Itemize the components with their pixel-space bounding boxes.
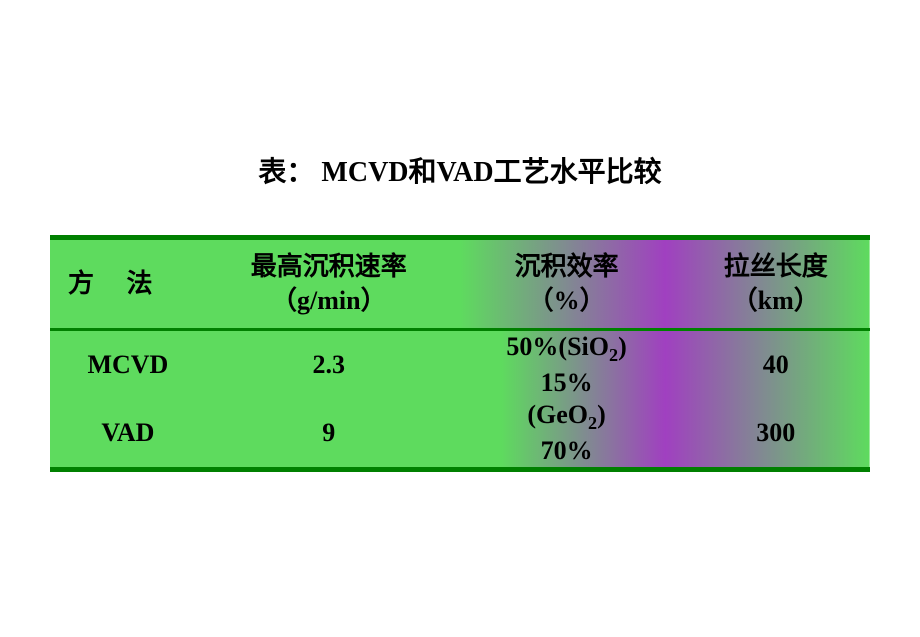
col-header-len-label: 拉丝长度 bbox=[724, 252, 828, 281]
eff1-mat-a: (GeO bbox=[527, 400, 588, 429]
col-header-rate-unit: （g/min） bbox=[271, 286, 387, 315]
col-header-method-label: 方 法 bbox=[68, 269, 166, 298]
eff0-mat-a: (SiO bbox=[558, 332, 609, 361]
eff0-close-a: ) bbox=[618, 332, 627, 361]
cell-len-0: 40 bbox=[681, 329, 870, 399]
cell-len-1: 300 bbox=[681, 399, 870, 469]
col-header-eff-unit: （%） bbox=[528, 286, 606, 315]
eff1-sub-a: 2 bbox=[588, 413, 597, 433]
table-container: 方 法 最高沉积速率 （g/min） 沉积效率 （%） 拉丝长度 （km） MC… bbox=[50, 235, 870, 472]
title-text: MCVD和VAD工艺水平比较 bbox=[314, 157, 661, 188]
cell-eff-0: 50%(SiO2) 15% bbox=[452, 329, 682, 399]
eff0-pct-a: 50% bbox=[506, 332, 558, 361]
col-header-method: 方 法 bbox=[50, 238, 206, 330]
cell-rate-0: 2.3 bbox=[206, 329, 452, 399]
eff0-pct-b: 15% bbox=[541, 368, 593, 397]
table-row: VAD 9 (GeO2) 70% 300 bbox=[50, 399, 870, 469]
table-row: MCVD 2.3 50%(SiO2) 15% 40 bbox=[50, 329, 870, 399]
eff1-close-a: ) bbox=[597, 400, 606, 429]
cell-method-0: MCVD bbox=[50, 329, 206, 399]
col-header-rate: 最高沉积速率 （g/min） bbox=[206, 238, 452, 330]
cell-rate-1: 9 bbox=[206, 399, 452, 469]
col-header-eff-label: 沉积效率 bbox=[515, 252, 619, 281]
eff0-sub-a: 2 bbox=[609, 345, 618, 365]
table-header-row: 方 法 最高沉积速率 （g/min） 沉积效率 （%） 拉丝长度 （km） bbox=[50, 238, 870, 330]
eff1-pct-b: 70% bbox=[541, 436, 593, 465]
cell-method-1: VAD bbox=[50, 399, 206, 469]
col-header-rate-label: 最高沉积速率 bbox=[251, 252, 407, 281]
col-header-len-unit: （km） bbox=[732, 286, 820, 315]
col-header-efficiency: 沉积效率 （%） bbox=[452, 238, 682, 330]
col-header-length: 拉丝长度 （km） bbox=[681, 238, 870, 330]
cell-eff-1: (GeO2) 70% bbox=[452, 399, 682, 469]
table-title: 表： MCVD和VAD工艺水平比较 bbox=[258, 150, 661, 190]
title-prefix: 表： bbox=[258, 157, 314, 188]
comparison-table: 方 法 最高沉积速率 （g/min） 沉积效率 （%） 拉丝长度 （km） MC… bbox=[50, 235, 870, 472]
